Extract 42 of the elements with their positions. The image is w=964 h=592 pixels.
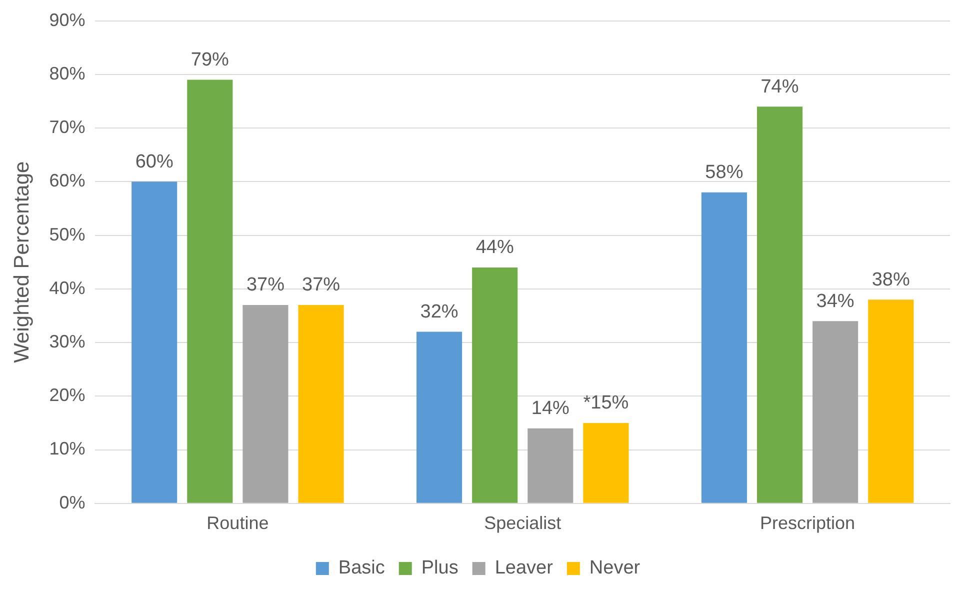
y-tick-label: 50% <box>49 224 86 244</box>
data-label: 37% <box>246 274 285 296</box>
y-tick-label: 40% <box>49 278 86 298</box>
bar <box>756 106 803 503</box>
data-label: 37% <box>302 274 340 296</box>
data-label: 58% <box>705 162 744 184</box>
bar <box>416 332 462 503</box>
bar <box>298 305 344 503</box>
y-axis-title: Weighted Percentage <box>10 161 34 363</box>
y-tick-label: 10% <box>49 438 86 459</box>
legend-label: Basic <box>338 558 385 579</box>
data-label: 74% <box>760 76 799 98</box>
bar <box>242 305 288 503</box>
legend-label: Never <box>589 558 641 579</box>
x-tick-label: Routine <box>206 513 269 534</box>
data-label: 32% <box>420 302 458 323</box>
legend-label: Plus <box>421 558 458 579</box>
data-label: 38% <box>872 269 910 290</box>
x-tick-label: Prescription <box>760 513 856 534</box>
data-label: 14% <box>531 398 570 420</box>
data-label: 44% <box>476 237 514 258</box>
bar <box>583 422 629 503</box>
bar <box>868 300 914 503</box>
bar <box>472 267 518 503</box>
data-label: 79% <box>190 50 230 71</box>
bar <box>812 321 858 503</box>
data-label: *15% <box>583 392 629 414</box>
data-label: 34% <box>816 290 854 312</box>
bar <box>528 428 574 503</box>
y-tick-label: 70% <box>49 117 86 138</box>
bar <box>187 80 233 503</box>
bar <box>701 192 747 503</box>
y-tick-label: 30% <box>49 332 86 352</box>
y-tick-label: 60% <box>49 170 86 191</box>
y-tick-label: 20% <box>49 385 86 406</box>
legend-label: Leaver <box>494 558 554 579</box>
x-tick-label: Specialist <box>484 513 562 534</box>
y-tick-label: 80% <box>49 63 86 84</box>
y-tick-label: 90% <box>49 10 86 30</box>
bar <box>132 182 178 503</box>
data-label: 60% <box>135 151 174 172</box>
y-tick-label: 0% <box>59 492 86 512</box>
